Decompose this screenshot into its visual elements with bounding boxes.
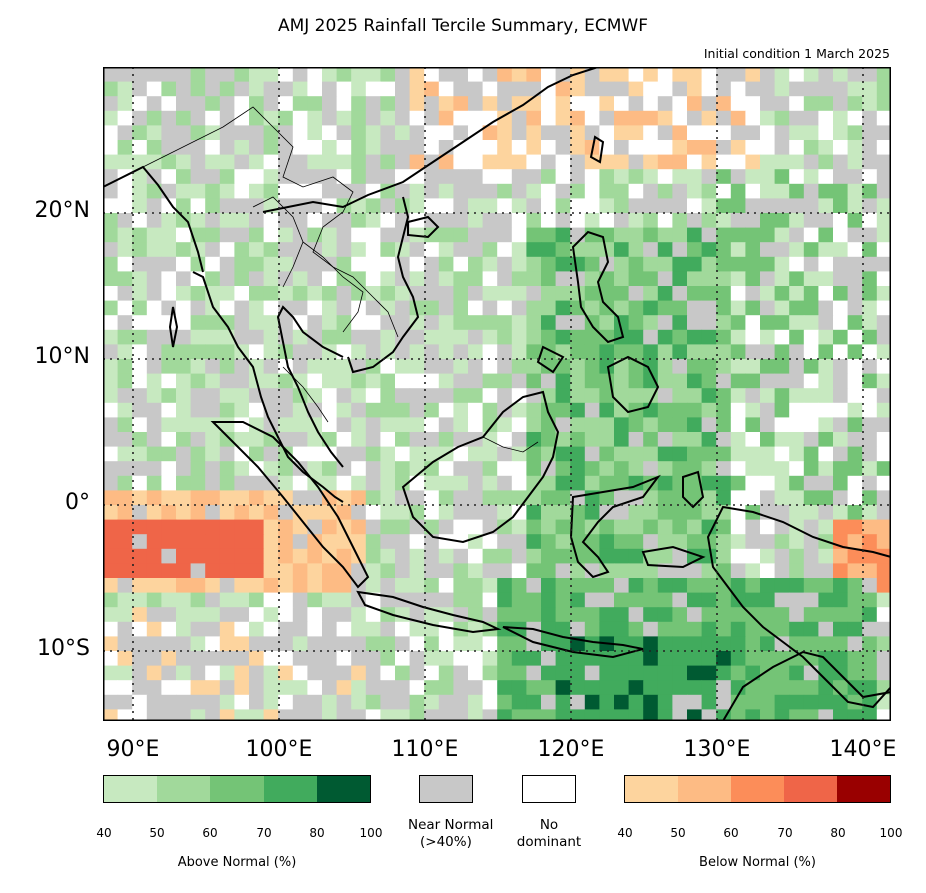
near-normal-label-line2: (>40%): [420, 834, 472, 850]
below-swatch-4: [784, 776, 837, 802]
above-tick-80: 80: [309, 826, 325, 840]
above-tick-70: 70: [256, 826, 272, 840]
lon-label-100e: 100°E: [245, 737, 313, 762]
graticule: [103, 67, 891, 721]
lon-label-140e: 140°E: [829, 737, 897, 762]
map-frame: [103, 67, 891, 721]
below-tick-70: 70: [777, 826, 793, 840]
tercile-grid: [103, 67, 891, 721]
no-dominant-label-line2: dominant: [516, 834, 582, 850]
above-normal-colorbar: [103, 775, 371, 803]
near-normal-swatch: [419, 775, 473, 803]
below-swatch-2: [678, 776, 731, 802]
above-tick-40: 40: [96, 826, 112, 840]
lat-label-10s: 10°S: [37, 636, 90, 661]
rainfall-map: [103, 67, 891, 721]
below-swatch-1: [625, 776, 678, 802]
lon-label-110e: 110°E: [391, 737, 459, 762]
lat-label-0: 0°: [65, 490, 90, 515]
lon-label-90e: 90°E: [106, 737, 160, 762]
above-swatch-3: [210, 776, 264, 802]
above-normal-label: Above Normal (%): [177, 855, 297, 870]
coastlines: [103, 67, 891, 721]
below-tick-40: 40: [617, 826, 633, 840]
above-swatch-5: [316, 776, 371, 802]
above-tick-50: 50: [149, 826, 165, 840]
no-dominant-label: No dominant: [509, 817, 589, 851]
above-swatch-4: [263, 776, 317, 802]
below-swatch-5: [837, 776, 890, 802]
no-dominant-swatch: [522, 775, 576, 803]
below-tick-60: 60: [723, 826, 739, 840]
lat-label-10n: 10°N: [34, 344, 90, 369]
below-tick-80: 80: [830, 826, 846, 840]
below-normal-label: Below Normal (%): [699, 855, 816, 870]
lon-label-130e: 130°E: [683, 737, 751, 762]
below-swatch-3: [731, 776, 784, 802]
lat-label-20n: 20°N: [34, 198, 90, 223]
near-normal-label: Near Normal (>40%): [408, 817, 528, 851]
near-normal-label-line1: Near Normal: [408, 817, 494, 833]
initial-condition-label: Initial condition 1 March 2025: [703, 46, 890, 61]
above-tick-60: 60: [202, 826, 218, 840]
political-borders: [142, 106, 539, 453]
below-tick-100: 100: [879, 826, 903, 840]
map-title: AMJ 2025 Rainfall Tercile Summary, ECMWF: [277, 16, 649, 36]
lon-label-120e: 120°E: [537, 737, 605, 762]
below-normal-colorbar: [624, 775, 891, 803]
no-dominant-label-line1: No: [539, 817, 559, 833]
below-tick-50: 50: [670, 826, 686, 840]
above-swatch-1: [104, 776, 158, 802]
above-tick-100: 100: [359, 826, 383, 840]
above-swatch-2: [157, 776, 211, 802]
